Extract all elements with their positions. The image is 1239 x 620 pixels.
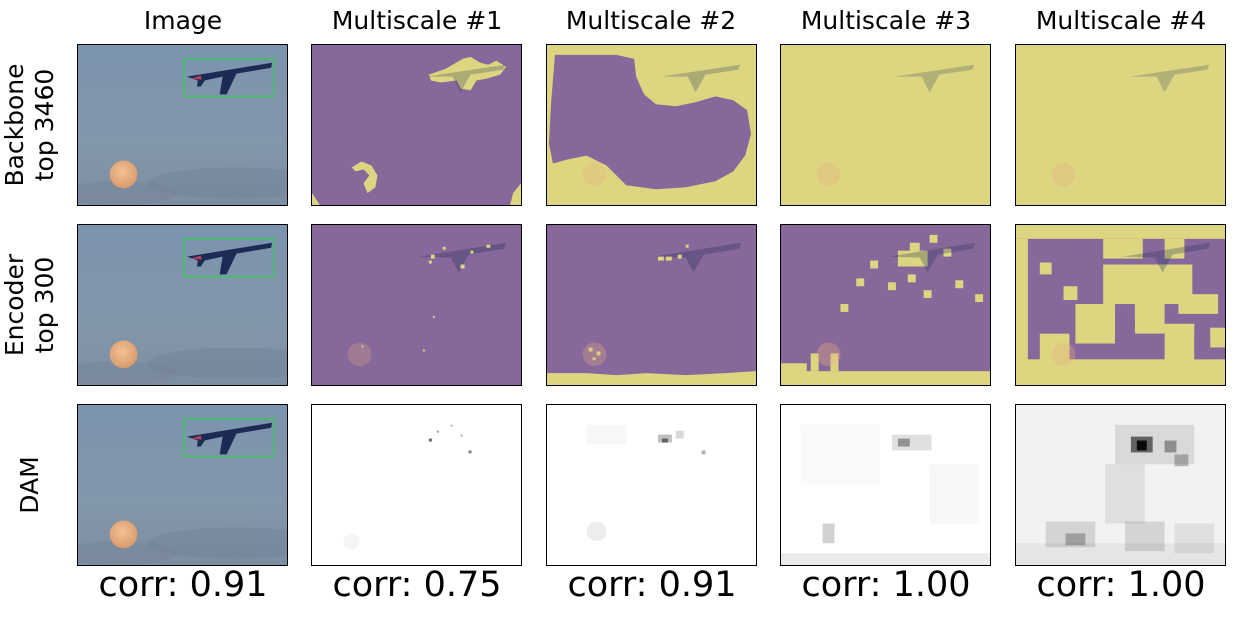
panel-dam-ms4 xyxy=(1015,404,1226,566)
panel-encoder-ms3 xyxy=(780,224,991,386)
column-title-multiscale-4: Multiscale #4 xyxy=(1035,6,1207,35)
panel-image-backbone xyxy=(77,44,288,206)
column-title-multiscale-2: Multiscale #2 xyxy=(565,6,737,35)
corr-multiscale-2: corr: 0.91 xyxy=(567,565,737,605)
panel-backbone-ms2 xyxy=(546,44,757,206)
corr-multiscale-3: corr: 1.00 xyxy=(801,565,971,605)
column-title-multiscale-3: Multiscale #3 xyxy=(800,6,972,35)
mask-backbone-ms1 xyxy=(312,45,521,205)
mask-encoder-ms3 xyxy=(781,225,990,385)
row-label-backbone-line1: Backbone xyxy=(0,63,29,187)
corr-image: corr: 0.91 xyxy=(98,565,268,605)
mask-backbone-ms3 xyxy=(781,45,990,205)
panel-encoder-ms2 xyxy=(546,224,757,386)
row-label-dam: DAM xyxy=(0,404,60,566)
heatmap-dam-ms1 xyxy=(343,424,472,550)
panel-image-dam xyxy=(77,404,288,566)
corr-multiscale-1: corr: 0.75 xyxy=(332,565,502,605)
row-label-encoder-line1: Encoder xyxy=(0,253,29,357)
panel-encoder-ms4 xyxy=(1015,224,1226,386)
corr-multiscale-4: corr: 1.00 xyxy=(1036,565,1206,605)
row-label-backbone: Backbone top 3460 xyxy=(0,44,60,206)
mask-encoder-ms2 xyxy=(547,225,756,385)
panel-dam-ms2 xyxy=(546,404,757,566)
panel-backbone-ms4 xyxy=(1015,44,1226,206)
panel-dam-ms3 xyxy=(780,404,991,566)
panel-backbone-ms1 xyxy=(311,44,522,206)
row-label-encoder-line2: top 300 xyxy=(30,256,59,354)
row-label-backbone-line2: top 3460 xyxy=(30,68,59,182)
heatmap-dam-ms2 xyxy=(586,430,706,542)
panel-image-encoder xyxy=(77,224,288,386)
row-label-encoder: Encoder top 300 xyxy=(0,224,60,386)
panel-dam-ms1 xyxy=(311,404,522,566)
heatmap-dam-ms3 xyxy=(781,434,990,565)
heatmap-dam-ms4 xyxy=(1016,405,1225,565)
mask-encoder-ms4 xyxy=(1016,225,1225,385)
panel-backbone-ms3 xyxy=(780,44,991,206)
mask-backbone-ms4 xyxy=(1016,45,1225,205)
mask-backbone-ms2 xyxy=(547,45,756,205)
row-label-dam-line1: DAM xyxy=(15,456,44,514)
mask-encoder-ms1 xyxy=(312,225,521,385)
panel-encoder-ms1 xyxy=(311,224,522,386)
column-title-image: Image xyxy=(143,6,223,35)
column-title-multiscale-1: Multiscale #1 xyxy=(331,6,503,35)
